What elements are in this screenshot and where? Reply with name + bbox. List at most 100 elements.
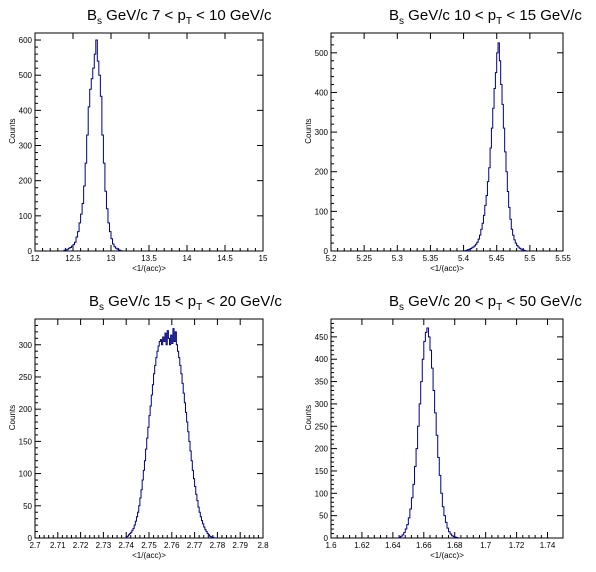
title-sub: s: [399, 16, 404, 27]
y-tick-label: 200: [19, 177, 33, 186]
histogram-series: [62, 39, 123, 252]
x-tick-label: 5.2: [325, 254, 337, 263]
x-tick-label: 2.79: [232, 541, 248, 550]
y-axis-label: Counts: [8, 405, 17, 430]
title-main: B: [87, 7, 97, 24]
histogram-panel-1: Bs GeV/c 7 < pT < 10 GeV/c 12 12.5 13 13.5 14…: [8, 7, 272, 273]
chart-title: Bs GeV/c 7 < pT < 10 GeV/c: [87, 7, 272, 27]
x-tick-label: 1.74: [540, 541, 556, 550]
title-sub2: T: [196, 302, 202, 313]
y-tick-label: 350: [315, 378, 329, 387]
y-tick-label: 50: [319, 512, 328, 521]
y-tick-label: 0: [324, 247, 329, 256]
x-tick-label: 13.5: [141, 254, 157, 263]
y-tick-label: 250: [19, 373, 33, 382]
title-mid: GeV/c 20 < p: [404, 293, 496, 310]
x-tick-label: 2.78: [210, 541, 226, 550]
y-tick-label: 300: [315, 400, 329, 409]
x-tick-label: 2.75: [141, 541, 157, 550]
histogram-panel-3: Bs GeV/c 15 < pT < 20 GeV/c 2.7 2.71 2.72 2.…: [8, 293, 282, 560]
y-tick-label: 600: [19, 36, 33, 45]
y-tick-label: 150: [19, 437, 33, 446]
y-axis-label: Counts: [304, 405, 313, 430]
x-tick-label: 5.3: [392, 254, 404, 263]
title-main: B: [389, 7, 399, 24]
x-tick-label: 2.76: [164, 541, 180, 550]
plot-frame: [330, 318, 564, 539]
y-tick-label: 100: [315, 489, 329, 498]
plot-frame: [330, 32, 564, 252]
y-tick-label: 300: [315, 128, 329, 137]
chart-title: Bs GeV/c 20 < pT < 50 GeV/c: [389, 293, 582, 313]
y-tick-label: 100: [19, 470, 33, 479]
title-end: < 50 GeV/c: [502, 293, 582, 310]
title-sub2: T: [496, 16, 502, 27]
chart-title: Bs GeV/c 10 < pT < 15 GeV/c: [389, 7, 582, 27]
y-tick-label: 400: [315, 355, 329, 364]
title-sub: s: [97, 16, 102, 27]
title-sub2: T: [496, 302, 502, 313]
x-tick-label: 2.7: [29, 541, 41, 550]
title-sub: s: [99, 302, 104, 313]
x-tick-label: 1.6: [325, 541, 337, 550]
y-tick-label: 500: [315, 49, 329, 58]
y-tick-label: 200: [315, 445, 329, 454]
x-tick-label: 1.66: [416, 541, 432, 550]
x-tick-label: 1.64: [385, 541, 401, 550]
y-tick-label: 0: [28, 534, 33, 543]
x-axis-label: <1/(acc)>: [430, 551, 464, 560]
x-tick-label: 5.45: [489, 254, 505, 263]
x-tick-label: 5.35: [423, 254, 439, 263]
x-tick-label: 2.72: [73, 541, 89, 550]
title-sub: s: [399, 302, 404, 313]
title-end: < 10 GeV/c: [192, 7, 272, 24]
y-tick-label: 250: [315, 422, 329, 431]
x-tick-label: 2.8: [257, 541, 269, 550]
x-axis-label: <1/(acc)>: [430, 264, 464, 273]
x-tick-label: 14.5: [217, 254, 233, 263]
histogram-series: [463, 42, 527, 252]
title-main: B: [89, 293, 99, 310]
x-tick-label: 14: [183, 254, 192, 263]
title-main: B: [389, 293, 399, 310]
chart-title: Bs GeV/c 15 < pT < 20 GeV/c: [89, 293, 282, 313]
y-tick-label: 100: [315, 207, 329, 216]
title-mid: GeV/c 10 < p: [404, 7, 496, 24]
y-axis-label: Counts: [8, 118, 17, 143]
title-end: < 15 GeV/c: [502, 7, 582, 24]
plot-frame: [34, 32, 264, 252]
y-tick-label: 500: [19, 71, 33, 80]
x-tick-label: 5.4: [458, 254, 470, 263]
x-axis-label: <1/(acc)>: [132, 551, 166, 560]
histogram-panel-4: Bs GeV/c 20 < pT < 50 GeV/c 1.6 1.62 1.64 1.…: [304, 293, 582, 560]
x-tick-label: 1.68: [447, 541, 463, 550]
title-sub2: T: [186, 16, 192, 27]
histogram-series: [125, 328, 216, 539]
title-end: < 20 GeV/c: [202, 293, 282, 310]
x-tick-label: 5.5: [524, 254, 536, 263]
y-tick-label: 0: [324, 534, 329, 543]
x-tick-label: 13: [107, 254, 116, 263]
title-mid: GeV/c 7 < p: [102, 7, 186, 24]
x-tick-label: 1.62: [354, 541, 370, 550]
y-tick-label: 150: [315, 467, 329, 476]
x-tick-label: 5.25: [356, 254, 372, 263]
x-tick-label: 5.55: [555, 254, 571, 263]
y-tick-label: 450: [315, 333, 329, 342]
x-tick-label: 2.71: [50, 541, 66, 550]
title-mid: GeV/c 15 < p: [104, 293, 196, 310]
y-tick-label: 0: [28, 247, 33, 256]
x-tick-label: 12.5: [65, 254, 81, 263]
histogram-panel-2: Bs GeV/c 10 < pT < 15 GeV/c 5.2 5.25 5.3 5.3…: [304, 7, 582, 273]
x-tick-label: 1.72: [509, 541, 525, 550]
y-tick-label: 50: [23, 502, 32, 511]
y-tick-label: 200: [315, 168, 329, 177]
y-tick-label: 400: [315, 88, 329, 97]
plot-frame: [34, 318, 264, 539]
y-axis-label: Counts: [304, 118, 313, 143]
histogram-series: [397, 327, 460, 539]
y-tick-label: 300: [19, 142, 33, 151]
x-axis-label: <1/(acc)>: [132, 264, 166, 273]
y-tick-label: 300: [19, 341, 33, 350]
